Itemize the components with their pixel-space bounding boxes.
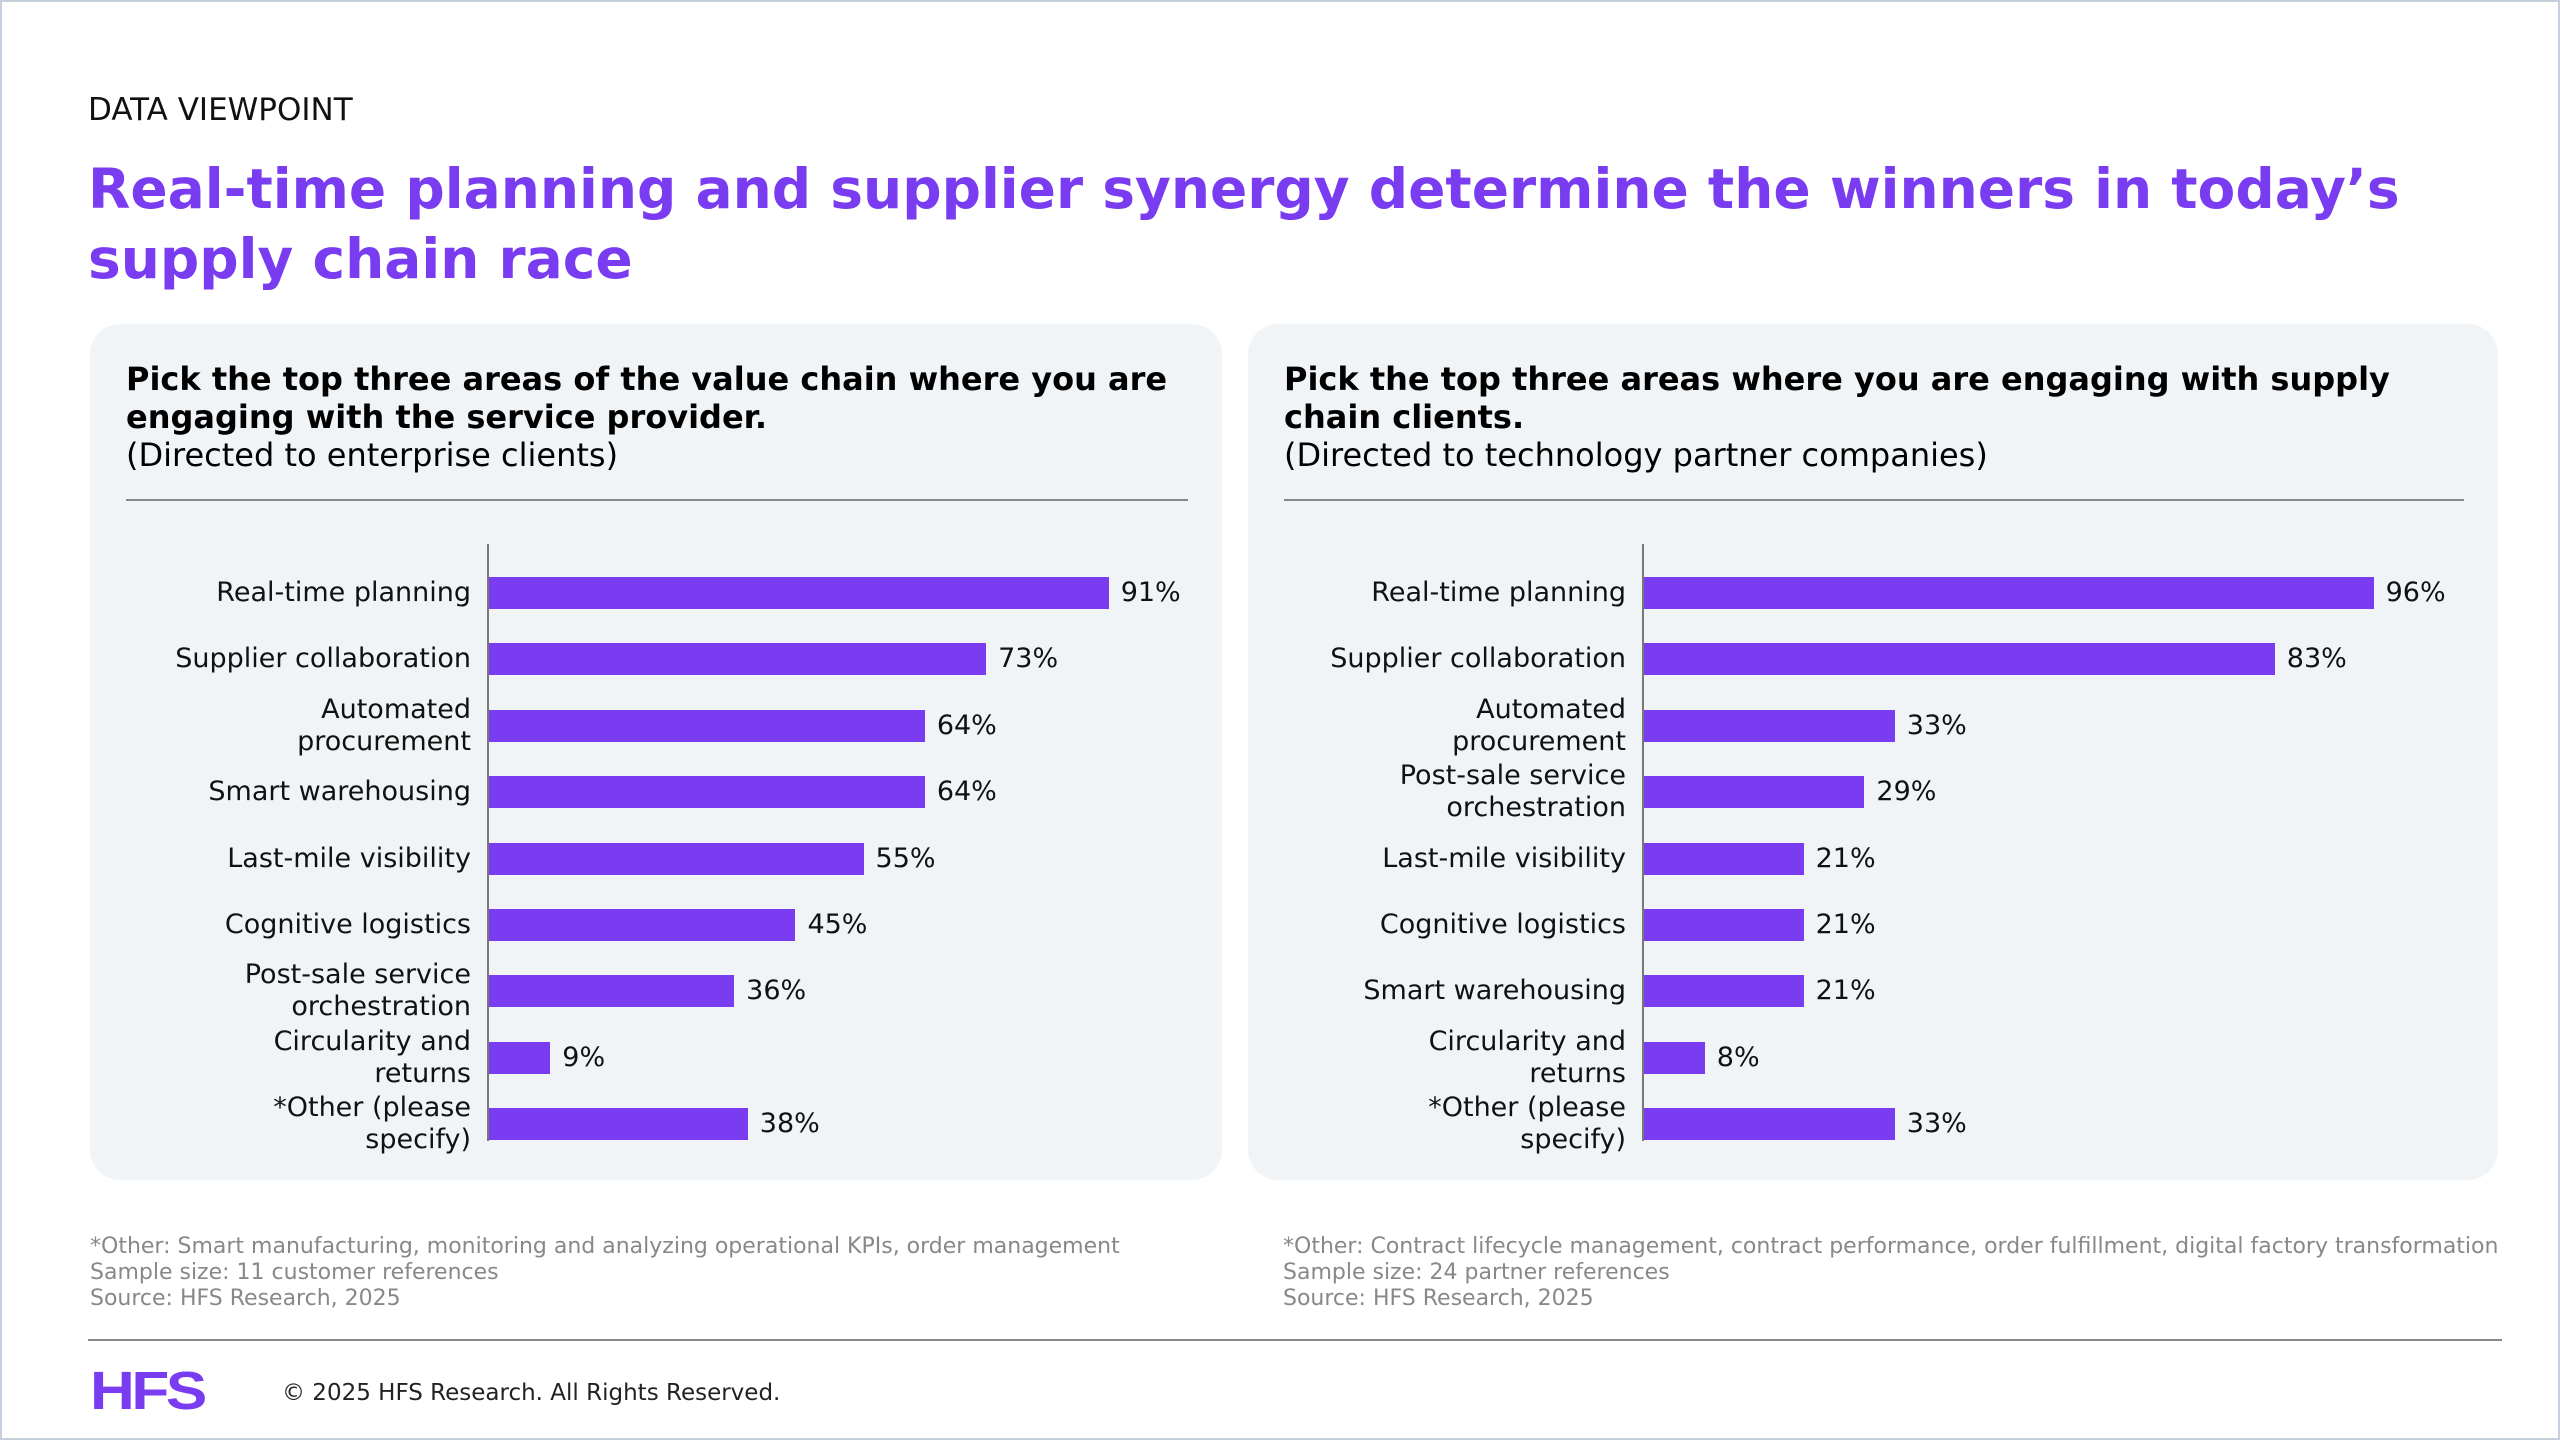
bar-row: Circularity and returns 8% bbox=[1248, 1025, 2498, 1091]
bar-row: Real-time planning 91% bbox=[90, 560, 1222, 626]
footnote-source: Source: HFS Research, 2025 bbox=[90, 1286, 401, 1311]
category-label: Post-sale service orchestration bbox=[244, 959, 471, 1023]
bar bbox=[1644, 776, 1865, 809]
data-label: 21% bbox=[1815, 909, 1876, 940]
bar-row: Cognitive logistics 45% bbox=[90, 892, 1222, 958]
bar bbox=[1644, 577, 2374, 609]
data-label: 64% bbox=[936, 709, 997, 741]
bar-row: Smart warehousing 64% bbox=[90, 759, 1222, 825]
bar-row: Circularity and returns 9% bbox=[90, 1025, 1222, 1091]
footnotes-enterprise: *Other: Smart manufacturing, monitoring … bbox=[90, 1234, 1120, 1312]
bar bbox=[1644, 1108, 1895, 1141]
bar bbox=[489, 909, 796, 941]
bar bbox=[1644, 909, 1804, 941]
bar bbox=[489, 1108, 748, 1141]
bar-row: Last-mile visibility 55% bbox=[90, 826, 1222, 892]
footnote-other: *Other: Smart manufacturing, monitoring … bbox=[90, 1234, 1120, 1259]
bar bbox=[1644, 643, 2275, 676]
data-label: 64% bbox=[936, 776, 997, 808]
bar bbox=[1644, 975, 1804, 1008]
bar bbox=[489, 643, 987, 676]
data-label: 21% bbox=[1815, 975, 1876, 1007]
category-label: *Other (please specify) bbox=[273, 1092, 471, 1156]
chart-title: Pick the top three areas of the value ch… bbox=[126, 360, 1168, 436]
bar-row: Last-mile visibility 21% bbox=[1248, 826, 2498, 892]
hfs-logo: HFS bbox=[90, 1361, 207, 1421]
bar-row: Automated procurement 33% bbox=[1248, 693, 2498, 759]
divider bbox=[126, 499, 1188, 501]
category-label: Circularity and returns bbox=[1428, 1025, 1626, 1089]
category-label: Real-time planning bbox=[1371, 577, 1626, 608]
category-label: *Other (please specify) bbox=[1428, 1092, 1626, 1156]
data-label: 36% bbox=[746, 975, 807, 1007]
bar-row: Supplier collaboration 73% bbox=[90, 626, 1222, 692]
bar-row: Post-sale service orchestration 36% bbox=[90, 958, 1222, 1024]
bar-row: Post-sale service orchestration 29% bbox=[1248, 759, 2498, 825]
copyright: © 2025 HFS Research. All Rights Reserved… bbox=[282, 1380, 781, 1406]
bar-row: *Other (please specify) 33% bbox=[1248, 1091, 2498, 1157]
footnote-source: Source: HFS Research, 2025 bbox=[1283, 1286, 1594, 1311]
chart-subtitle: (Directed to enterprise clients) bbox=[126, 436, 619, 474]
divider bbox=[1284, 499, 2464, 501]
bar-row: Real-time planning 96% bbox=[1248, 560, 2498, 626]
data-label: 73% bbox=[998, 643, 1059, 675]
footnote-sample: Sample size: 24 partner references bbox=[1283, 1260, 1670, 1285]
data-label: 91% bbox=[1120, 577, 1181, 608]
chart-subtitle: (Directed to technology partner companie… bbox=[1284, 436, 1988, 474]
footer-divider bbox=[88, 1339, 2502, 1341]
category-label: Supplier collaboration bbox=[1330, 643, 1626, 675]
data-label: 33% bbox=[1906, 709, 1967, 741]
category-label: Circularity and returns bbox=[273, 1025, 471, 1089]
category-label: Supplier collaboration bbox=[175, 643, 471, 675]
footnotes-partner: *Other: Contract lifecycle management, c… bbox=[1283, 1234, 2498, 1312]
category-label: Smart warehousing bbox=[208, 776, 471, 808]
data-label: 45% bbox=[807, 909, 868, 940]
bar bbox=[489, 709, 925, 742]
chart-panel-partner: Pick the top three areas where you are e… bbox=[1248, 324, 2498, 1180]
y-axis-line bbox=[487, 544, 489, 1141]
bar bbox=[489, 975, 735, 1008]
category-label: Automated procurement bbox=[297, 693, 471, 757]
category-label: Smart warehousing bbox=[1363, 975, 1626, 1007]
bar bbox=[1644, 842, 1804, 875]
chart-title: Pick the top three areas where you are e… bbox=[1284, 360, 2390, 436]
y-axis-line bbox=[1642, 544, 1644, 1141]
bar bbox=[1644, 1041, 1705, 1074]
eyebrow: DATA VIEWPOINT bbox=[88, 92, 353, 128]
bar bbox=[489, 842, 864, 875]
bar-row: *Other (please specify) 38% bbox=[90, 1091, 1222, 1157]
bar-row: Cognitive logistics 21% bbox=[1248, 892, 2498, 958]
bar bbox=[1644, 709, 1895, 742]
data-label: 9% bbox=[562, 1041, 606, 1073]
data-label: 8% bbox=[1716, 1041, 1760, 1073]
category-label: Last-mile visibility bbox=[227, 842, 471, 874]
data-label: 38% bbox=[759, 1108, 820, 1140]
category-label: Cognitive logistics bbox=[1379, 909, 1626, 940]
data-label: 29% bbox=[1876, 776, 1937, 808]
bar bbox=[489, 1041, 551, 1074]
category-label: Real-time planning bbox=[216, 577, 471, 608]
bar-row: Automated procurement 64% bbox=[90, 693, 1222, 759]
data-label: 33% bbox=[1906, 1108, 1967, 1140]
data-label: 21% bbox=[1815, 842, 1876, 874]
category-label: Cognitive logistics bbox=[224, 909, 471, 940]
data-label: 55% bbox=[875, 842, 936, 874]
footnote-other: *Other: Contract lifecycle management, c… bbox=[1283, 1234, 2499, 1259]
chart-panel-enterprise: Pick the top three areas of the value ch… bbox=[90, 324, 1222, 1180]
bar-row: Supplier collaboration 83% bbox=[1248, 626, 2498, 692]
category-label: Last-mile visibility bbox=[1382, 842, 1626, 874]
bar bbox=[489, 776, 925, 809]
footnote-sample: Sample size: 11 customer references bbox=[90, 1260, 499, 1285]
category-label: Post-sale service orchestration bbox=[1399, 760, 1626, 824]
data-label: 83% bbox=[2286, 643, 2347, 675]
data-label: 96% bbox=[2385, 577, 2446, 608]
bar-row: Smart warehousing 21% bbox=[1248, 958, 2498, 1024]
bar bbox=[489, 577, 1109, 609]
category-label: Automated procurement bbox=[1452, 693, 1626, 757]
page-title: Real-time planning and supplier synergy … bbox=[88, 157, 2400, 291]
